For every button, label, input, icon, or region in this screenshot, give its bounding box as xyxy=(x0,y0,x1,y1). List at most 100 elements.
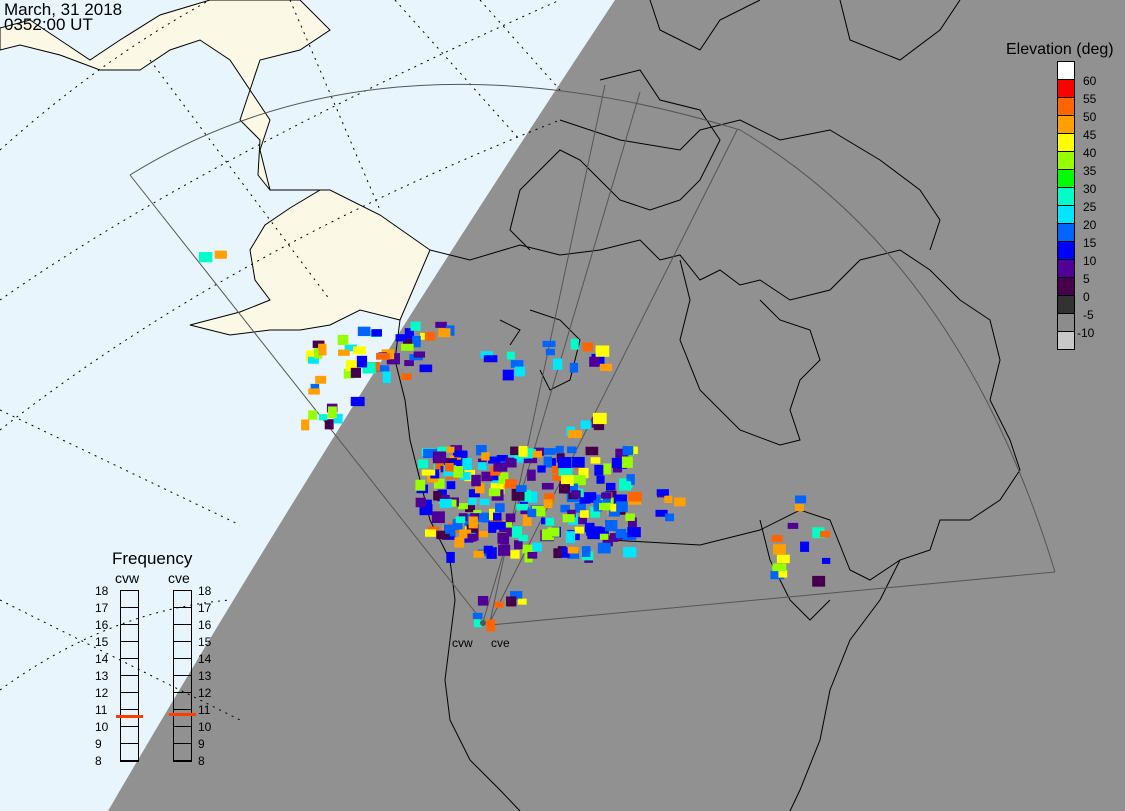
elevation-cell xyxy=(473,619,482,628)
elevation-cell xyxy=(778,570,788,578)
elevation-cell xyxy=(446,481,456,490)
elevation-cell xyxy=(462,458,472,470)
radar-site-cvw xyxy=(480,620,486,626)
elevation-cell xyxy=(626,474,635,485)
elevation-cell xyxy=(371,329,382,337)
elevation-cell xyxy=(582,342,594,352)
elevation-cell xyxy=(498,472,509,484)
elevation-cell xyxy=(511,488,525,501)
frequency-tick: 8 xyxy=(95,754,102,768)
elevation-cell xyxy=(531,450,542,458)
elevation-cell xyxy=(560,547,570,558)
elevation-cell xyxy=(493,512,502,521)
coastlines xyxy=(394,0,1021,811)
elevation-cell xyxy=(597,542,611,554)
elevation-cell xyxy=(665,513,675,522)
elevation-cell xyxy=(518,534,528,542)
colorbar-swatch xyxy=(1057,134,1075,152)
elevation-cell xyxy=(395,334,407,342)
colorbar-tick: 15 xyxy=(1083,236,1097,250)
elevation-cell xyxy=(356,355,368,368)
colorbar-swatch xyxy=(1057,80,1075,98)
elevation-cell xyxy=(473,550,485,558)
elevation-cell xyxy=(795,495,807,504)
elevation-cell xyxy=(344,344,357,352)
elevation-cell xyxy=(505,457,517,468)
date-label: March, 31 2018 xyxy=(4,0,123,19)
colorbar-swatch xyxy=(1057,98,1075,116)
radar-label-cvw: cvw xyxy=(115,570,140,586)
elevation-cell xyxy=(800,541,810,552)
elevation-cell xyxy=(655,509,668,517)
elevation-cell xyxy=(437,489,447,498)
frequency-tick: 9 xyxy=(198,737,205,751)
frequency-tick: 9 xyxy=(95,737,102,751)
elevation-cell xyxy=(350,396,365,407)
elevation-cell xyxy=(812,575,826,587)
colorbar-tick: 5 xyxy=(1083,272,1090,286)
elevation-cell xyxy=(812,527,825,539)
colorbar-tick: 50 xyxy=(1083,110,1097,124)
elevation-cell xyxy=(413,351,426,358)
elevation-cell xyxy=(433,491,442,501)
elevation-cell xyxy=(419,364,433,373)
colorbar-tick: 10 xyxy=(1083,254,1097,268)
elevation-cell xyxy=(506,596,517,607)
elevation-cell xyxy=(595,494,606,503)
elevation-cell xyxy=(558,467,573,477)
elevation-cell xyxy=(468,489,480,498)
elevation-cell xyxy=(532,542,542,552)
elevation-cell xyxy=(787,522,799,529)
elevation-cell xyxy=(674,497,686,507)
elevation-cell xyxy=(552,358,563,370)
elevation-cell xyxy=(319,414,328,421)
elevation-cell xyxy=(771,535,783,543)
elevation-cell xyxy=(578,516,587,525)
elevation-cell xyxy=(621,456,633,468)
colorbar-tick: 60 xyxy=(1083,74,1097,88)
elevation-cell xyxy=(376,352,390,360)
elevation-cell xyxy=(491,470,502,482)
elevation-cell xyxy=(350,367,362,378)
elevation-cell xyxy=(423,448,437,459)
colorbar-tick: 55 xyxy=(1083,92,1097,106)
elevation-cell xyxy=(598,503,611,511)
elevation-cell xyxy=(435,459,444,471)
elevation-cell xyxy=(522,514,532,527)
elevation-cell xyxy=(596,475,605,484)
elevation-cell xyxy=(450,445,463,452)
elevation-cell xyxy=(590,457,601,464)
elevation-cell xyxy=(415,497,426,508)
elevation-cell xyxy=(401,373,413,380)
elevation-cell xyxy=(522,544,535,554)
elevation-cell xyxy=(315,375,327,384)
colorbar-tick: 30 xyxy=(1083,182,1097,196)
elevation-cell xyxy=(569,362,579,373)
elevation-cell xyxy=(544,448,556,455)
elevation-cell xyxy=(376,365,390,372)
elevation-cell xyxy=(605,519,618,532)
elevation-cell xyxy=(466,524,479,533)
elevation-cell xyxy=(552,474,563,481)
elevation-cell xyxy=(627,527,641,538)
elevation-cell xyxy=(625,513,635,521)
elevation-cell xyxy=(470,513,480,520)
frequency-tick: 10 xyxy=(198,720,212,734)
elevation-cell xyxy=(560,504,570,513)
colorbar-swatch xyxy=(1057,116,1075,134)
elevation-cell xyxy=(493,462,508,472)
colorbar-swatch xyxy=(1057,61,1075,80)
elevation-cell xyxy=(362,362,376,374)
elevation-colorbar xyxy=(1057,61,1075,350)
elevation-cell xyxy=(586,525,595,536)
colorbar-swatch xyxy=(1057,170,1075,188)
elevation-cell xyxy=(543,456,552,468)
elevation-cell xyxy=(499,520,513,529)
elevation-cell xyxy=(574,526,584,534)
elevation-cell xyxy=(301,419,310,431)
frequency-marker xyxy=(169,713,196,717)
elevation-cell xyxy=(565,531,576,544)
elevation-cell xyxy=(424,332,436,341)
elevation-cell xyxy=(444,462,454,472)
elevation-cell xyxy=(558,484,571,494)
